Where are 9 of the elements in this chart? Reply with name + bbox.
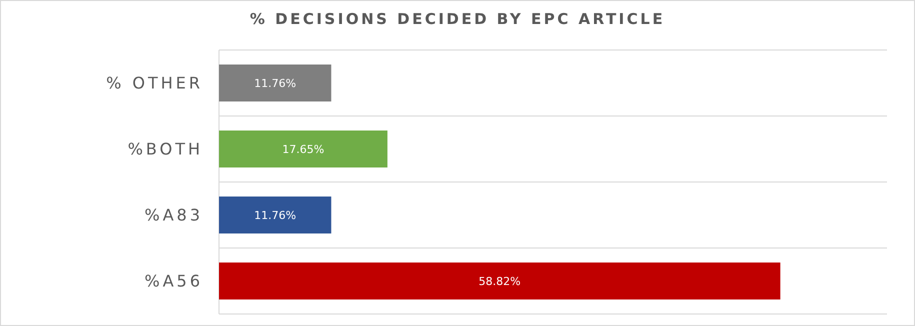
data-label: 11.76% bbox=[254, 208, 296, 222]
chart-title: % DECISIONS DECIDED BY EPC ARTICLE bbox=[250, 10, 666, 28]
y-tick-label: %A83 bbox=[144, 206, 203, 225]
y-tick-label: %A56 bbox=[144, 272, 203, 291]
data-label: 11.76% bbox=[254, 76, 296, 90]
y-tick-label: %BOTH bbox=[128, 140, 203, 159]
y-tick-label: % OTHER bbox=[106, 74, 203, 93]
data-label: 58.82% bbox=[478, 274, 521, 288]
data-label: 17.65% bbox=[282, 142, 324, 156]
